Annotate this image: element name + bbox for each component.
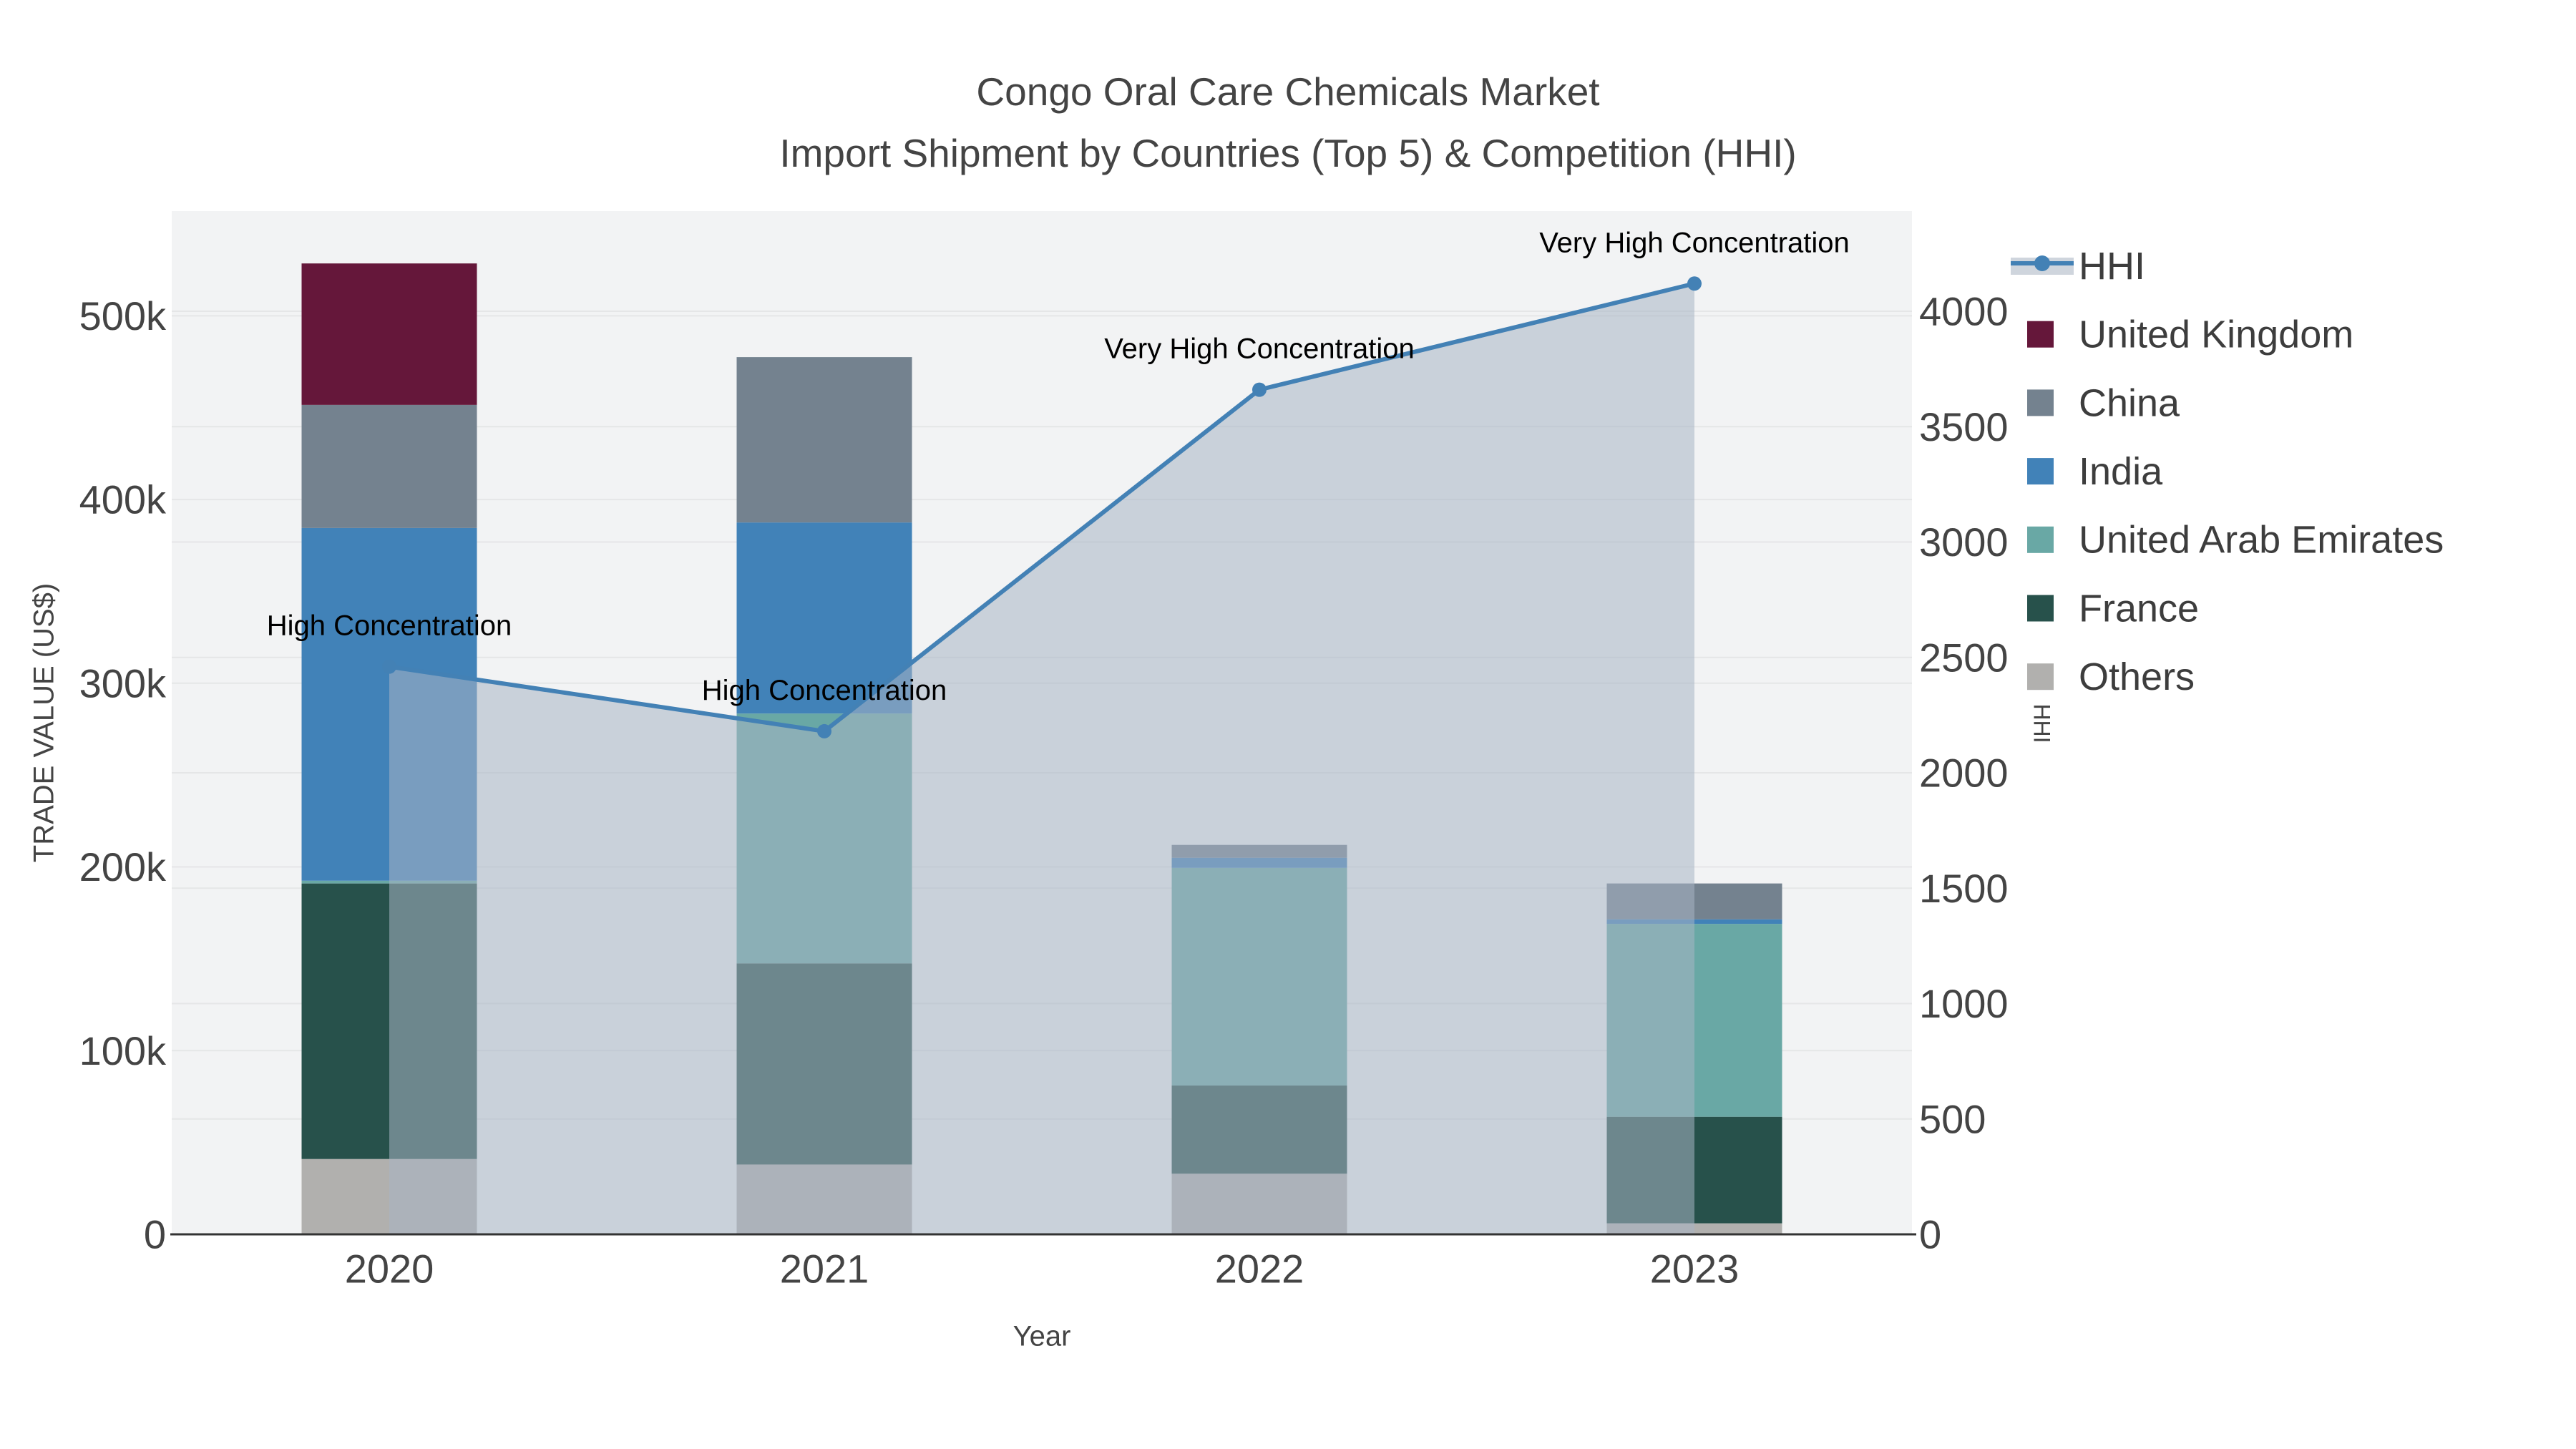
- legend-background: [2009, 230, 2576, 737]
- annotation-2020: High Concentration: [267, 610, 512, 642]
- legend-item-china[interactable]: China: [2027, 381, 2180, 424]
- legend-label: Others: [2079, 655, 2195, 698]
- x-tick-label-2020: 2020: [345, 1246, 434, 1292]
- legend-label: France: [2079, 587, 2199, 630]
- legend-label: United Arab Emirates: [2079, 519, 2444, 562]
- y-left-tick-label: 0: [144, 1212, 166, 1257]
- y-right-tick-label: 1000: [1919, 981, 2009, 1026]
- y-right-tick-label: 0: [1919, 1212, 1941, 1257]
- y-right-tick-label: 3000: [1919, 519, 2009, 565]
- y-left-tick-label: 300k: [79, 660, 167, 706]
- y-right-tick-label: 1500: [1919, 866, 2009, 911]
- legend-item-hhi[interactable]: HHI: [2011, 245, 2145, 288]
- x-tick-label-2021: 2021: [780, 1246, 869, 1292]
- legend-hhi-marker: [2034, 255, 2050, 271]
- hhi-marker-2023: [1687, 276, 1702, 291]
- bar-segment-india: [736, 522, 912, 714]
- legend-item-others[interactable]: Others: [2027, 655, 2195, 698]
- hhi-marker-2021: [817, 723, 831, 738]
- legend-swatch: [2027, 663, 2054, 691]
- bar-segment-china: [301, 404, 477, 528]
- hhi-area-fill: [389, 283, 1694, 1235]
- y-left-tick-label: 400k: [79, 477, 167, 522]
- hhi-marker-2020: [382, 659, 396, 674]
- x-tick-label-2023: 2023: [1650, 1246, 1740, 1292]
- chart-title-line2: Import Shipment by Countries (Top 5) & C…: [779, 131, 1797, 175]
- bar-segment-united-kingdom: [301, 263, 477, 405]
- legend-swatch: [2027, 595, 2054, 622]
- hhi-line: [389, 281, 1695, 733]
- legend-label: United Kingdom: [2079, 313, 2353, 356]
- legend-item-united-arab-emirates[interactable]: United Arab Emirates: [2027, 519, 2444, 562]
- legend-swatch: [2027, 526, 2054, 553]
- y-left-tick-label: 200k: [79, 844, 167, 889]
- annotation-2021: High Concentration: [702, 675, 947, 706]
- legend-swatch: [2027, 321, 2054, 348]
- y-right-tick-label: 4000: [1919, 289, 2009, 334]
- hhi-marker-2022: [1252, 382, 1267, 397]
- y-axis-title-right: HHI: [2029, 703, 2055, 743]
- y-right-tick-label: 2500: [1919, 635, 2009, 680]
- y-right-tick-label: 500: [1919, 1096, 1986, 1141]
- bar-segment-china: [736, 357, 912, 523]
- legend-swatch: [2027, 389, 2054, 416]
- x-axis-title: Year: [1013, 1320, 1071, 1352]
- legend-label: HHI: [2079, 245, 2145, 288]
- legend-label: India: [2079, 450, 2163, 493]
- y-right-tick-label: 2000: [1919, 751, 2009, 796]
- y-left-tick-label: 100k: [79, 1028, 167, 1073]
- annotation-2022: Very High Concentration: [1104, 333, 1415, 365]
- y-axis-title-left: TRADE VALUE (US$): [28, 582, 60, 863]
- y-left-tick-label: 500k: [79, 293, 167, 338]
- annotation-2023: Very High Concentration: [1539, 227, 1850, 258]
- legend-item-united-kingdom[interactable]: United Kingdom: [2027, 313, 2353, 356]
- chart-title-line1: Congo Oral Care Chemicals Market: [976, 69, 1600, 114]
- legend-label: China: [2079, 381, 2180, 424]
- legend-item-india[interactable]: India: [2027, 450, 2163, 493]
- legend-item-france[interactable]: France: [2027, 587, 2199, 630]
- y-right-tick-label: 3500: [1919, 404, 2009, 449]
- x-tick-label-2022: 2022: [1215, 1246, 1304, 1292]
- legend-swatch: [2027, 458, 2054, 485]
